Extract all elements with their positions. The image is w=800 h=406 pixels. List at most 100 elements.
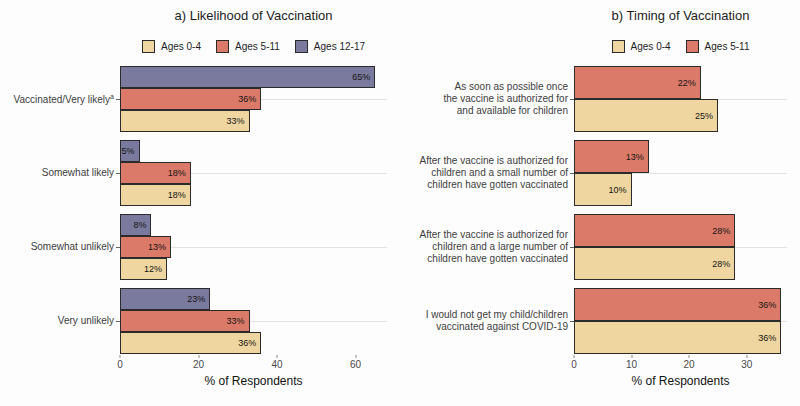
bar-ages-12-17: 5% (120, 140, 140, 162)
legend: Ages 0-4Ages 5-11Ages 12-17 (120, 35, 387, 57)
bar-value-label: 22% (678, 78, 700, 88)
plot-area: Vaccinated/Very likelya 65% 36% 33% Somewhat… (0, 57, 400, 354)
bar-ages-0-4: 36% (120, 332, 261, 354)
x-tick-label: 40 (271, 359, 282, 370)
category-label: I would not get my child/childrenvaccina… (400, 288, 574, 354)
category-group: As soon as possible oncethe vaccine is a… (400, 66, 787, 132)
bar-value-label: 18% (168, 190, 190, 200)
legend-item: Ages 0-4 (612, 40, 671, 53)
bar-group: 8% 13% 12% (120, 214, 387, 280)
x-tick-mark (689, 355, 690, 358)
bar-group: 36% 36% (574, 288, 787, 354)
bar-value-label: 10% (609, 185, 631, 195)
category-group: Very unlikely 23% 33% 36% (0, 288, 387, 354)
bar-value-label: 33% (227, 116, 249, 126)
category-label-text: Very unlikely (58, 315, 114, 327)
category-label-text: After the vaccine is authorized forchild… (420, 155, 568, 191)
bar-value-label: 12% (144, 264, 166, 274)
bar-ages-12-17: 23% (120, 288, 210, 310)
x-tick-mark (198, 355, 199, 358)
bar-ages-5-11: 22% (574, 66, 701, 99)
category-label: After the vaccine is authorized forchild… (400, 214, 574, 280)
category-group: Somewhat unlikely 8% 13% 12% (0, 214, 387, 280)
legend-swatch (216, 40, 229, 53)
bar-ages-5-11: 13% (574, 140, 649, 173)
legend-item: Ages 0-4 (142, 40, 201, 53)
bar-ages-0-4: 25% (574, 99, 718, 132)
x-tick-mark (120, 355, 121, 358)
bar-ages-0-4: 33% (120, 110, 250, 132)
bar-value-label: 28% (712, 226, 734, 236)
x-tick-label: 20 (193, 359, 204, 370)
category-label: Vaccinated/Very likelya (0, 66, 120, 132)
bar-value-label: 13% (626, 152, 648, 162)
x-axis-title: % of Respondents (574, 373, 787, 389)
legend-item: Ages 5-11 (216, 40, 280, 53)
bar-value-label: 18% (168, 168, 190, 178)
legend-label: Ages 5-11 (235, 41, 280, 52)
bar-ages-5-11: 18% (120, 162, 191, 184)
category-label: Very unlikely (0, 288, 120, 354)
bar-ages-5-11: 36% (574, 288, 781, 321)
x-tick-mark (277, 355, 278, 358)
bar-value-label: 33% (227, 316, 249, 326)
x-axis: 0204060 (120, 354, 387, 373)
legend: Ages 0-4 Ages 5-11 (574, 35, 787, 57)
category-label: Somewhat unlikely (0, 214, 120, 280)
legend-swatch (295, 40, 308, 53)
bar-group: 5% 18% 18% (120, 140, 387, 206)
bar-ages-5-11: 33% (120, 310, 250, 332)
bar-value-label: 36% (758, 300, 780, 310)
category-group: After the vaccine is authorized forchild… (400, 140, 787, 206)
legend-label: Ages 5-11 (705, 41, 750, 52)
legend-swatch (686, 40, 699, 53)
bar-value-label: 13% (148, 242, 170, 252)
category-label: After the vaccine is authorized forchild… (400, 140, 574, 206)
bar-ages-12-17: 8% (120, 214, 151, 236)
legend-label: Ages 0-4 (631, 41, 671, 52)
bar-value-label: 65% (352, 72, 374, 82)
category-label: Somewhat likely (0, 140, 120, 206)
category-label-text: As soon as possible oncethe vaccine is a… (443, 81, 568, 117)
bar-ages-0-4: 10% (574, 173, 632, 206)
legend-swatch (142, 40, 155, 53)
figure: a) Likelihood of Vaccination Ages 0-4Age… (0, 0, 800, 406)
x-tick-mark (574, 355, 575, 358)
bar-value-label: 5% (122, 146, 139, 156)
category-group: After the vaccine is authorized forchild… (400, 214, 787, 280)
legend-item: Ages 5-11 (686, 40, 750, 53)
x-tick-label: 20 (684, 359, 695, 370)
category-label-text: Vaccinated/Very likelya (14, 91, 114, 106)
bar-ages-5-11: 36% (120, 88, 261, 110)
plot-area: As soon as possible oncethe vaccine is a… (400, 57, 800, 354)
bar-value-label: 8% (133, 220, 150, 230)
bar-value-label: 28% (712, 259, 734, 269)
category-label-text: I would not get my child/childrenvaccina… (426, 309, 568, 333)
bar-ages-0-4: 18% (120, 184, 191, 206)
x-tick-mark (355, 355, 356, 358)
category-group: Somewhat likely 5% 18% 18% (0, 140, 387, 206)
bar-value-label: 25% (695, 111, 717, 121)
bar-ages-5-11: 13% (120, 236, 171, 258)
chart-likelihood-of-vaccination: a) Likelihood of Vaccination Ages 0-4 Age… (0, 0, 400, 406)
legend-label: Ages 0-4 (161, 41, 201, 52)
category-label-text: After the vaccine is authorized forchild… (420, 229, 568, 265)
bar-value-label: 36% (238, 338, 260, 348)
x-axis: 0 10 20 30 (574, 354, 787, 373)
bar-ages-0-4: 36% (574, 321, 781, 354)
x-axis-title: % of Respondents (120, 373, 387, 389)
category-label-text: Somewhat unlikely (31, 241, 114, 253)
chart-title: a) Likelihood of Vaccination (120, 8, 387, 24)
x-tick-label: 0 (571, 359, 577, 370)
chart-timing-of-vaccination: b) Timing of Vaccination Ages 0-4Ages 5-… (400, 0, 800, 406)
category-label-text: Somewhat likely (42, 167, 114, 179)
category-group: I would not get my child/childrenvaccina… (400, 288, 787, 354)
x-tick-label: 10 (626, 359, 637, 370)
legend-swatch (612, 40, 625, 53)
x-tick-label: 30 (741, 359, 752, 370)
bar-value-label: 36% (758, 333, 780, 343)
category-group: Vaccinated/Very likelya 65% 36% 33% (0, 66, 387, 132)
bar-group: 13% 10% (574, 140, 787, 206)
bar-ages-5-11: 28% (574, 214, 735, 247)
bar-value-label: 36% (238, 94, 260, 104)
